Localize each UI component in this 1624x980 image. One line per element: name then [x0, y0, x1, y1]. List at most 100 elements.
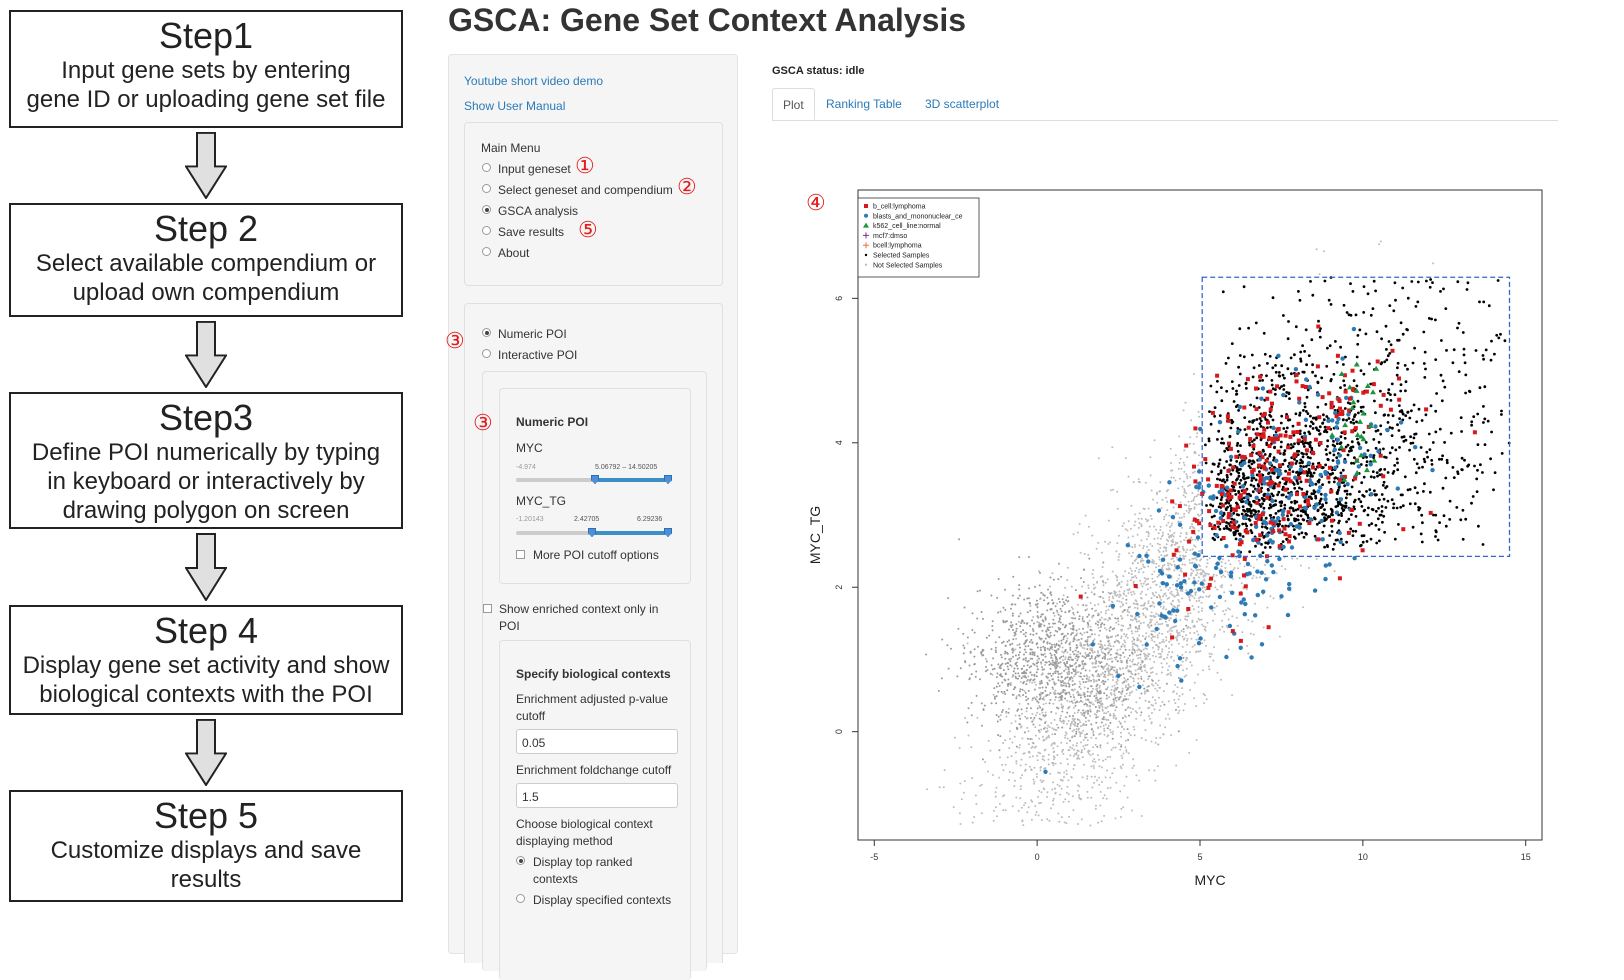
radio-numeric-poi[interactable] — [482, 328, 491, 337]
myctg-slider-high-handle[interactable] — [664, 528, 672, 537]
not-selected-point — [1019, 744, 1021, 746]
not-selected-point — [1028, 690, 1030, 692]
selected-point — [1353, 415, 1356, 418]
radio-input-geneset[interactable] — [482, 163, 491, 172]
tab-3d-scatterplot[interactable]: 3D scatterplot — [915, 88, 1009, 120]
pvalue-input[interactable]: 0.05 — [516, 729, 678, 754]
not-selected-point — [1176, 640, 1178, 642]
not-selected-point — [1147, 602, 1149, 604]
not-selected-point — [1205, 630, 1207, 632]
selected-point — [1440, 458, 1443, 461]
not-selected-point — [1127, 657, 1129, 659]
not-selected-point — [1071, 586, 1073, 588]
not-selected-point — [1122, 682, 1124, 684]
not-selected-point — [1166, 574, 1168, 576]
radio-top-ranked[interactable] — [516, 856, 525, 865]
not-selected-point — [1221, 584, 1223, 586]
not-selected-point — [1197, 494, 1199, 496]
not-selected-point — [1099, 698, 1101, 700]
not-selected-point — [1099, 707, 1101, 709]
not-selected-point — [1200, 538, 1202, 540]
not-selected-point — [1153, 641, 1155, 643]
not-selected-point — [1146, 546, 1148, 548]
not-selected-point — [1197, 674, 1199, 676]
radio-interactive-poi[interactable] — [482, 349, 491, 358]
selected-point — [1391, 498, 1394, 501]
not-selected-point — [1002, 809, 1004, 811]
not-selected-point — [1189, 627, 1191, 629]
not-selected-point — [1054, 663, 1056, 665]
not-selected-point — [1239, 563, 1241, 565]
myc-slider-low-handle[interactable] — [591, 475, 599, 484]
selected-point — [1302, 465, 1305, 468]
not-selected-point — [1044, 727, 1046, 729]
foldchange-input[interactable]: 1.5 — [516, 783, 678, 808]
not-selected-point — [1106, 719, 1108, 721]
not-selected-point — [1010, 608, 1012, 610]
enriched-only-checkbox[interactable] — [483, 604, 492, 613]
radio-specified-contexts[interactable] — [516, 894, 525, 903]
not-selected-point — [1160, 589, 1162, 591]
tab-ranking-table[interactable]: Ranking Table — [816, 88, 912, 120]
radio-about[interactable] — [482, 247, 491, 256]
selected-point — [1368, 524, 1371, 527]
not-selected-point — [1012, 576, 1014, 578]
not-selected-point — [1102, 672, 1104, 674]
not-selected-point — [1106, 695, 1108, 697]
not-selected-point — [1193, 558, 1195, 560]
not-selected-point — [1072, 809, 1074, 811]
tab-plot[interactable]: Plot — [772, 88, 815, 120]
youtube-demo-link[interactable]: Youtube short video demo — [464, 74, 603, 88]
selected-point — [1415, 420, 1418, 423]
not-selected-point — [1174, 702, 1176, 704]
not-selected-point — [1095, 722, 1097, 724]
not-selected-point — [1182, 669, 1184, 671]
myctg-slider-low-handle[interactable] — [588, 528, 596, 537]
radio-select-geneset[interactable] — [482, 184, 491, 193]
not-selected-point — [1160, 538, 1162, 540]
not-selected-point — [1056, 610, 1058, 612]
selected-point — [1238, 384, 1241, 387]
selected-point — [1378, 469, 1381, 472]
not-selected-point — [1170, 470, 1172, 472]
not-selected-point — [1083, 715, 1085, 717]
not-selected-point — [1028, 743, 1030, 745]
not-selected-point — [991, 674, 993, 676]
selected-point — [1287, 320, 1290, 323]
selected-point — [1358, 498, 1361, 501]
not-selected-point — [1086, 678, 1088, 680]
selected-point — [1280, 504, 1283, 507]
not-selected-point — [1178, 668, 1180, 670]
selected-point — [1375, 510, 1378, 513]
not-selected-point — [1051, 733, 1053, 735]
selected-point — [1236, 477, 1239, 480]
radio-save-results[interactable] — [482, 226, 491, 235]
myc-slider-high-handle[interactable] — [664, 475, 672, 484]
not-selected-point — [1094, 651, 1096, 653]
selected-point — [1383, 481, 1386, 484]
enriched-only-label-2: POI — [499, 619, 520, 633]
selected-point — [1464, 518, 1467, 521]
selected-point — [1353, 501, 1356, 504]
selected-point — [1450, 432, 1453, 435]
not-selected-point — [1146, 551, 1148, 553]
not-selected-point — [1108, 651, 1110, 653]
not-selected-point — [996, 695, 998, 697]
not-selected-point — [1195, 639, 1197, 641]
not-selected-point — [1121, 601, 1123, 603]
not-selected-point — [1183, 539, 1185, 541]
selected-point — [1420, 514, 1423, 517]
not-selected-point — [1066, 792, 1068, 794]
radio-gsca-analysis[interactable] — [482, 205, 491, 214]
selected-point — [1299, 358, 1302, 361]
not-selected-point — [1153, 770, 1155, 772]
user-manual-link[interactable]: Show User Manual — [464, 99, 565, 113]
not-selected-point — [1085, 717, 1087, 719]
not-selected-point — [1132, 535, 1134, 537]
more-poi-options-checkbox[interactable] — [516, 550, 525, 559]
not-selected-point — [1171, 564, 1173, 566]
selected-point — [1221, 437, 1224, 440]
not-selected-point — [1149, 658, 1151, 660]
not-selected-point — [1202, 669, 1204, 671]
